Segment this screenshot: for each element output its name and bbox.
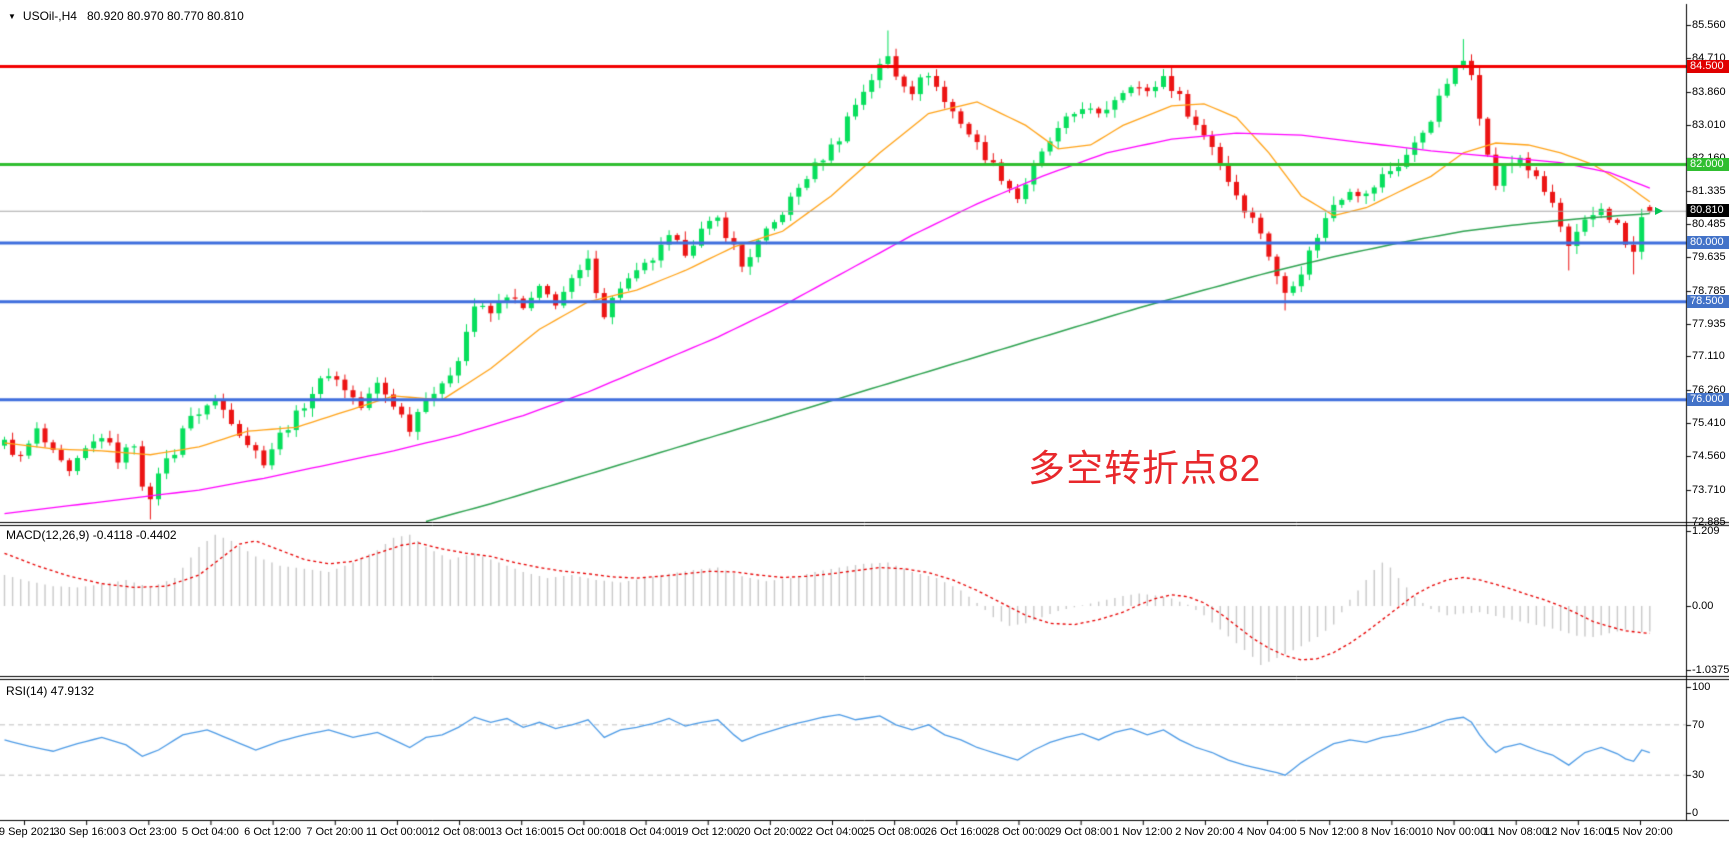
chart-canvas[interactable] <box>0 0 1729 843</box>
trading-chart-window: ▼ USOil-,H4 80.920 80.970 80.770 80.810 MA… <box>0 0 1729 843</box>
